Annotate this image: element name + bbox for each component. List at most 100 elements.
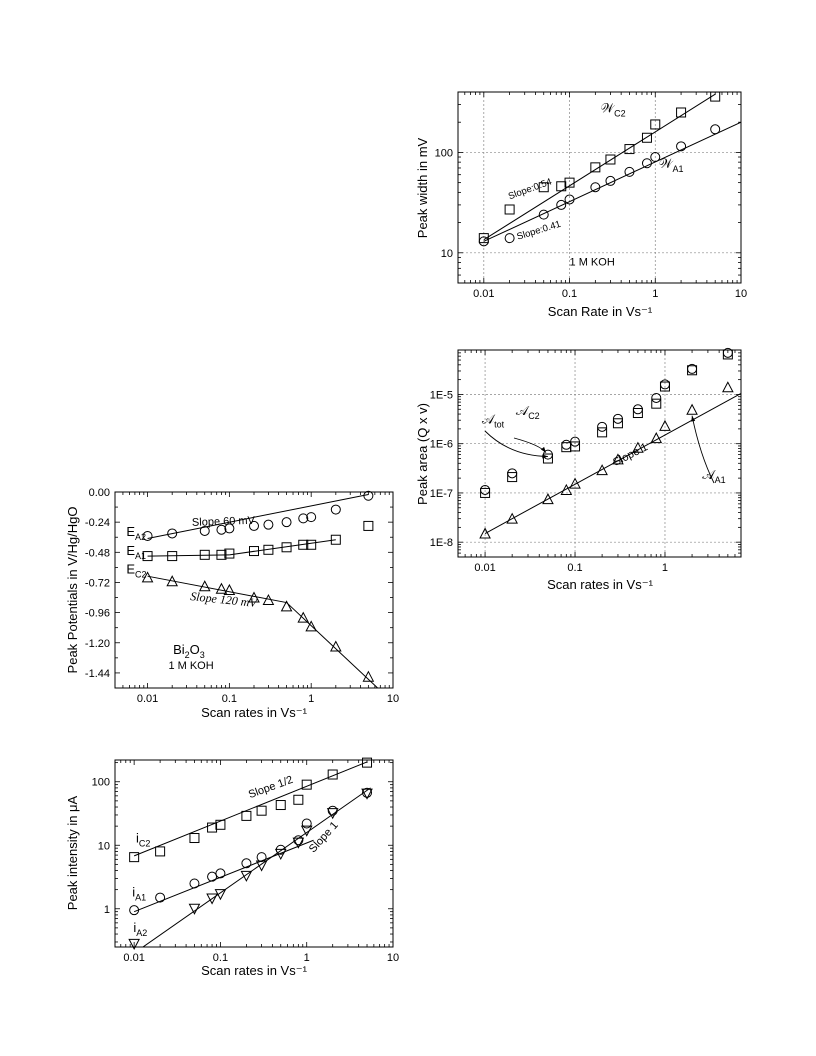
data-point [632, 441, 644, 453]
data-point [189, 833, 200, 844]
data-point [556, 199, 567, 210]
data-point [293, 794, 304, 805]
data-point [326, 808, 339, 820]
data-point [240, 870, 253, 882]
series-square [142, 520, 374, 562]
data-point [155, 892, 166, 903]
annotation: Slope 1/2 [247, 774, 295, 801]
data-point [275, 800, 286, 811]
x-tick-label: 0.1 [213, 952, 228, 964]
data-point [216, 524, 227, 535]
plot-frame [457, 349, 742, 558]
data-point [596, 464, 608, 476]
data-point [506, 512, 518, 524]
data-point [297, 611, 310, 623]
data-point [363, 490, 374, 501]
data-point [141, 571, 154, 583]
series-label-main: Bi [173, 642, 185, 657]
data-point [650, 152, 661, 163]
series-square [480, 349, 733, 498]
data-point [142, 530, 153, 541]
series-label-sub: C2 [528, 411, 540, 421]
data-point [561, 439, 572, 450]
data-point [280, 600, 293, 612]
arrow-line [691, 415, 715, 484]
data-point [306, 512, 317, 523]
chart-b: 0.01 0.1 1 1E-8 1E-7 1E-6 1E-5 Scan rates in Vs… [415, 347, 742, 592]
series-label-main: E [126, 543, 135, 558]
data-point [155, 846, 166, 857]
series-label-sub: 2 [185, 650, 190, 660]
arrow-head [540, 446, 546, 453]
data-point [263, 519, 274, 530]
data-point [556, 181, 567, 192]
data-point [293, 835, 304, 846]
series-label-sub: tot [494, 419, 505, 429]
data-point [612, 453, 624, 465]
data-point [605, 154, 616, 165]
series-triangle-down [128, 788, 373, 950]
series-label-main: E [126, 524, 135, 539]
data-point [569, 477, 581, 489]
data-point [651, 398, 662, 409]
data-point [167, 551, 178, 562]
plot-frame [457, 91, 742, 284]
data-point [722, 381, 734, 393]
data-point [248, 591, 260, 603]
data-point [478, 236, 489, 247]
data-point [478, 233, 489, 244]
data-point [256, 805, 267, 816]
x-tick-label: 1 [304, 952, 310, 964]
y-tick-label: -0.48 [85, 547, 110, 559]
x-tick-label: 10 [735, 288, 747, 300]
data-point [686, 403, 698, 415]
annotation: Slope 60 mV [192, 515, 256, 529]
annotation: Slope 120 mV [190, 589, 259, 610]
annotation: Slope 1 [611, 441, 650, 469]
data-point [480, 487, 491, 498]
annotation: 1 M KOH [570, 256, 615, 268]
annotation: Slope 1 [307, 819, 341, 855]
data-point [166, 575, 179, 587]
series-label-main: 𝒲 [659, 156, 674, 171]
series-label-sub: A1 [715, 475, 726, 485]
data-point [507, 468, 518, 479]
data-point [241, 858, 252, 869]
data-point [249, 520, 259, 531]
arrow-head [691, 415, 696, 422]
data-point [330, 534, 341, 545]
pointer-arrows [484, 415, 715, 484]
fit-lines [483, 93, 741, 242]
y-axis-label: Peak area (Q x v) [415, 403, 430, 505]
data-point [300, 825, 313, 837]
data-point [329, 640, 342, 652]
x-tick-label: 10 [387, 693, 399, 705]
data-point [207, 822, 218, 833]
data-point [214, 889, 227, 901]
series-label: EA1 [126, 543, 146, 561]
data-point [281, 517, 292, 528]
data-point [224, 548, 235, 559]
fit-line [147, 575, 287, 604]
x-tick-label: 0.01 [137, 693, 158, 705]
data-point [129, 905, 140, 916]
series-label-tail: O [190, 642, 200, 657]
data-point [564, 194, 575, 205]
series-label: Bi2O3 [173, 642, 205, 660]
data-point [570, 441, 581, 452]
data-point [207, 871, 218, 882]
y-tick-label: 10 [98, 840, 110, 852]
data-point [306, 539, 317, 550]
data-point [330, 504, 341, 515]
data-point [305, 620, 318, 632]
x-tick-label: 0.1 [222, 693, 237, 705]
series-label-sub: A1 [135, 893, 146, 903]
data-point [710, 91, 721, 102]
data-point [274, 848, 287, 861]
data-point [564, 177, 575, 188]
data-point [301, 818, 312, 829]
data-point [198, 580, 211, 592]
data-point [215, 582, 228, 594]
data-point [641, 158, 652, 169]
